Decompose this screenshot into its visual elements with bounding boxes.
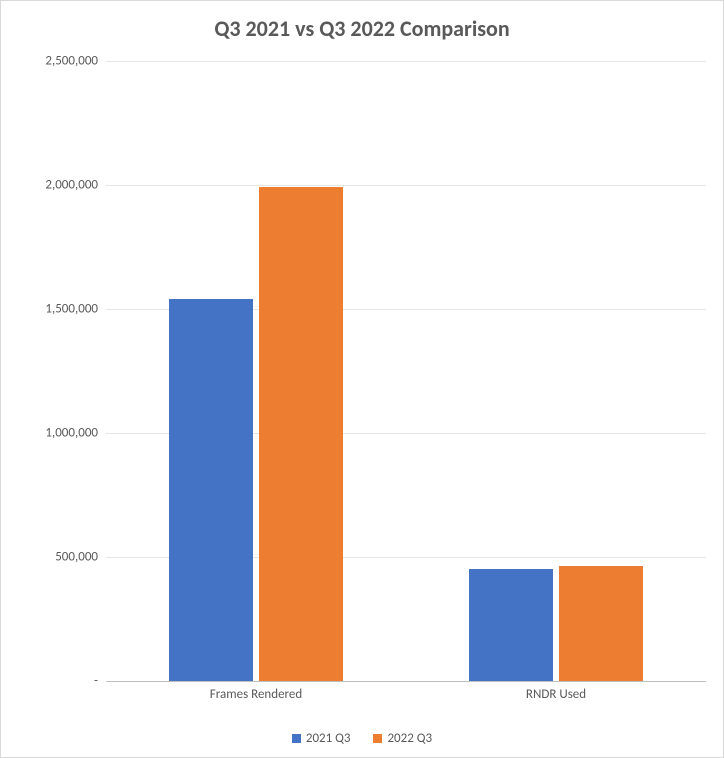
y-tick-label: 1,000,000 (18, 426, 98, 441)
legend-swatch-2021-q3 (292, 734, 301, 743)
bar (259, 187, 343, 681)
y-tick-label: 2,000,000 (18, 178, 98, 193)
legend: 2021 Q3 2022 Q3 (1, 731, 723, 747)
bar (169, 299, 253, 681)
plot-area: - 500,000 1,000,000 1,500,000 2,000,000 … (106, 61, 706, 681)
grid-line (106, 61, 706, 62)
legend-label-2021-q3: 2021 Q3 (306, 731, 351, 746)
category-label: Frames Rendered (106, 681, 406, 702)
y-tick-label: 500,000 (18, 550, 98, 565)
legend-item-2021-q3: 2021 Q3 (292, 731, 351, 746)
bar (469, 569, 553, 681)
chart-title: Q3 2021 vs Q3 2022 Comparison (1, 15, 723, 42)
category-label: RNDR Used (406, 681, 706, 702)
y-tick-label: - (18, 674, 98, 689)
legend-item-2022-q3: 2022 Q3 (373, 731, 432, 746)
chart-frame: Q3 2021 vs Q3 2022 Comparison - 500,000 … (0, 0, 724, 758)
legend-swatch-2022-q3 (373, 734, 382, 743)
y-tick-label: 2,500,000 (18, 54, 98, 69)
legend-label-2022-q3: 2022 Q3 (387, 731, 432, 746)
grid-line (106, 185, 706, 186)
y-tick-label: 1,500,000 (18, 302, 98, 317)
bar (559, 566, 643, 681)
